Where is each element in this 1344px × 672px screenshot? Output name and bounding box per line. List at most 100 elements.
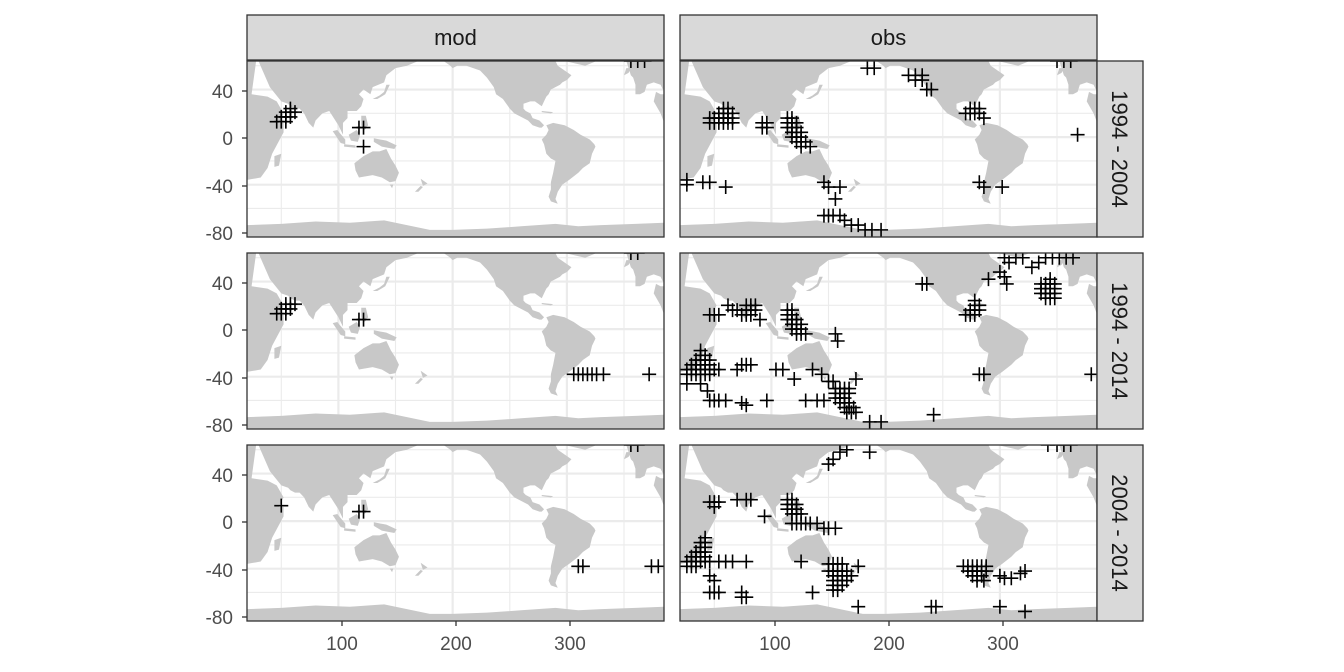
data-point — [757, 509, 772, 524]
data-point — [830, 583, 845, 598]
data-point — [623, 61, 638, 68]
data-point — [356, 504, 371, 519]
y-tick-label: -40 — [206, 177, 233, 198]
y-tick-label: 40 — [212, 466, 233, 487]
data-point — [826, 452, 841, 467]
data-point — [356, 120, 371, 135]
data-point — [967, 293, 982, 308]
data-point — [739, 554, 754, 569]
data-point — [702, 175, 717, 190]
data-point — [1063, 445, 1078, 452]
panel-obs-1 — [679, 60, 1098, 238]
data-point — [915, 73, 930, 88]
data-point — [805, 585, 820, 600]
data-point — [976, 367, 991, 382]
data-point — [976, 111, 991, 126]
x-tick-label: 200 — [873, 634, 905, 655]
y-tick-label: -80 — [206, 224, 233, 245]
data-point — [805, 362, 820, 377]
data-point — [814, 367, 829, 382]
data-point — [826, 374, 841, 389]
strip-label-row-2: 1994 - 2014 — [1107, 282, 1132, 399]
panel-border — [246, 60, 665, 238]
panel-mod-2 — [246, 252, 665, 430]
data-point — [976, 180, 991, 195]
data-point — [995, 180, 1010, 195]
data-point — [680, 376, 694, 391]
y-axis-row-1: 40 0 -40 -80 — [206, 82, 247, 245]
y-tick-label: 0 — [222, 513, 233, 534]
data-point — [575, 559, 590, 574]
data-point — [828, 521, 843, 536]
data-point — [759, 115, 774, 130]
data-point — [711, 362, 726, 377]
data-point — [725, 554, 740, 569]
data-point — [680, 177, 694, 192]
data-point — [287, 297, 302, 312]
data-point — [981, 272, 996, 287]
data-point — [775, 362, 790, 377]
data-point — [851, 559, 866, 574]
data-point — [630, 61, 645, 68]
data-point — [798, 326, 813, 341]
data-point — [919, 276, 934, 291]
data-point — [1070, 127, 1085, 142]
strip-right-row-3: 2004 - 2014 — [1096, 444, 1144, 622]
data-point — [1047, 291, 1062, 306]
data-point — [623, 445, 638, 452]
y-tick-label: 40 — [212, 82, 233, 103]
data-point — [630, 445, 645, 452]
x-tick-label: 100 — [759, 634, 791, 655]
data-point — [698, 530, 713, 545]
data-point — [924, 82, 939, 97]
data-point — [1004, 571, 1019, 586]
data-point — [851, 599, 866, 614]
data-point — [874, 222, 889, 237]
y-axis-row-2: 40 0 -40 -80 — [206, 274, 247, 437]
data-point — [1084, 367, 1097, 382]
data-point — [356, 139, 371, 154]
strip-right-row-2: 1994 - 2014 — [1096, 252, 1144, 430]
data-point — [720, 101, 735, 116]
x-tick-label: 300 — [987, 634, 1019, 655]
data-point — [596, 367, 611, 382]
y-tick-label: -80 — [206, 608, 233, 629]
x-tick-label: 300 — [554, 634, 586, 655]
data-point — [748, 298, 763, 313]
y-tick-label: -80 — [206, 416, 233, 437]
data-point — [928, 599, 943, 614]
data-point — [787, 372, 802, 387]
data-point — [718, 180, 733, 195]
data-point — [743, 492, 758, 507]
data-point — [997, 269, 1012, 284]
panel-border — [246, 252, 665, 430]
data-point — [1063, 61, 1078, 68]
data-point — [992, 599, 1007, 614]
data-point — [848, 372, 863, 387]
x-tick-label: 100 — [326, 634, 358, 655]
data-point — [718, 393, 733, 408]
data-point — [1040, 445, 1055, 452]
y-tick-label: 0 — [222, 129, 233, 150]
panels-layer — [246, 60, 1098, 622]
data-point — [274, 498, 289, 513]
data-point — [1056, 61, 1071, 68]
data-point — [707, 499, 722, 514]
data-point — [283, 101, 298, 116]
strip-top-obs: obs — [679, 14, 1098, 61]
data-point — [862, 445, 877, 460]
y-tick-label: 0 — [222, 321, 233, 342]
data-point — [1018, 604, 1033, 619]
strip-label-row-3: 2004 - 2014 — [1107, 474, 1132, 591]
data-point — [759, 393, 774, 408]
y-axis-row-3: 40 0 -40 -80 — [206, 466, 247, 629]
y-tick-label: 40 — [212, 274, 233, 295]
y-tick-label: -40 — [206, 369, 233, 390]
data-point — [707, 573, 722, 588]
data-point — [848, 405, 863, 420]
data-point — [1056, 445, 1071, 452]
data-point — [693, 343, 708, 358]
data-point — [739, 590, 754, 605]
data-point — [976, 573, 991, 588]
